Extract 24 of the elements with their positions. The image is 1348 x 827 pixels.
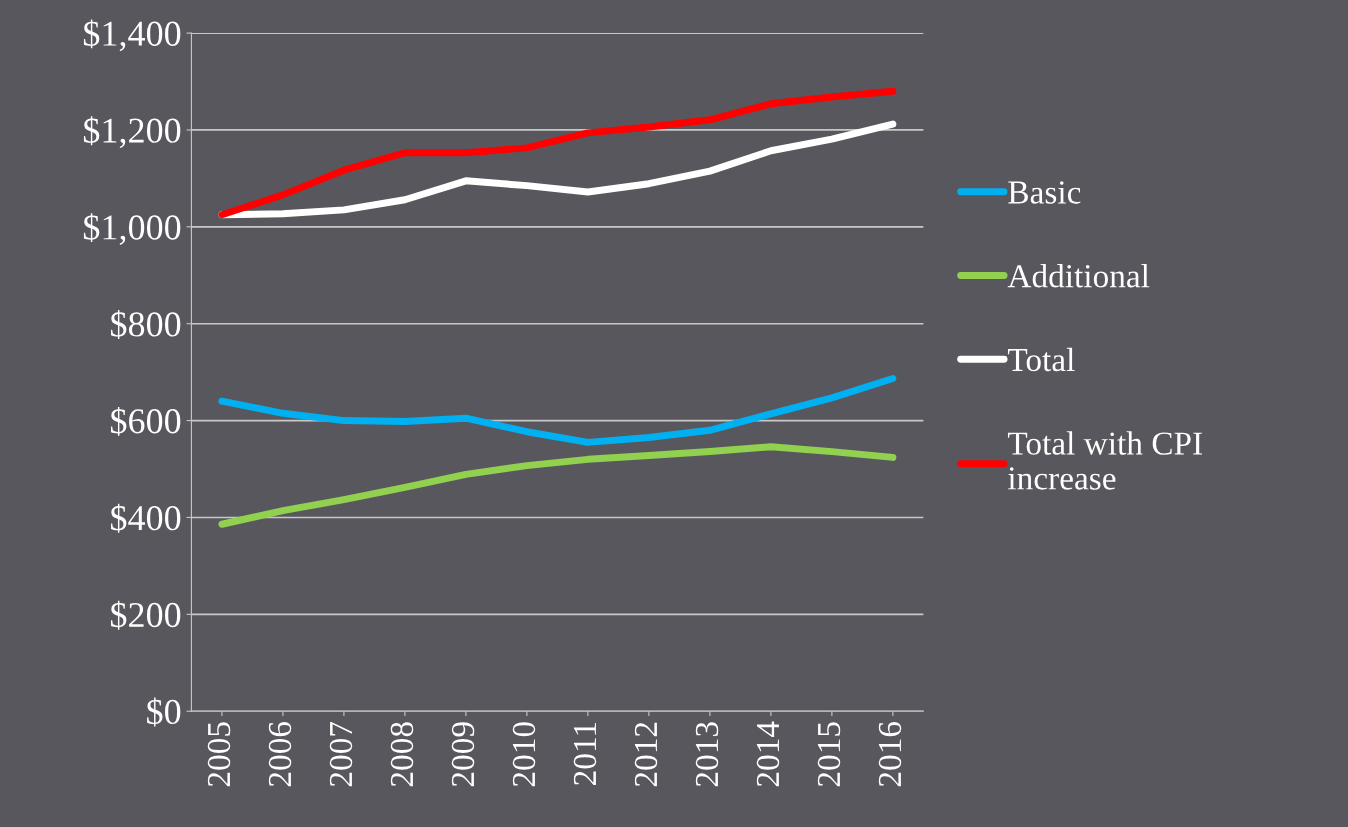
x-tick-label: 2011 [573,722,597,785]
legend-label: Total with CPI increase [1007,431,1202,490]
y-tick-label: $600 [111,406,181,436]
x-tick-label: 2006 [268,721,292,787]
legend-label: Basic [1008,181,1081,204]
y-tick-label: $1,000 [83,213,181,245]
x-tick-label: 2007 [329,721,353,787]
x-tick-label: 2013 [695,722,719,787]
y-tick-label: $400 [111,503,181,533]
x-tick-label: 2005 [207,722,231,787]
x-tick-label: 2016 [878,721,902,787]
y-tick-label: $200 [111,600,181,630]
x-tick-label: 2008 [390,722,414,787]
x-tick-label: 2009 [451,722,475,787]
x-tick-label: 2014 [756,721,780,787]
y-tick-label: $800 [111,310,181,339]
y-tick-label: $0 [147,697,181,727]
legend-label: Additional [1007,264,1150,288]
y-tick-label: $1,400 [83,19,181,52]
x-tick-label: 2012 [634,722,658,787]
x-tick-label: 2010 [512,722,536,787]
legend-label: Total [1007,347,1075,372]
x-tick-label: 2015 [817,722,841,787]
y-tick-label: $1,200 [83,116,181,149]
